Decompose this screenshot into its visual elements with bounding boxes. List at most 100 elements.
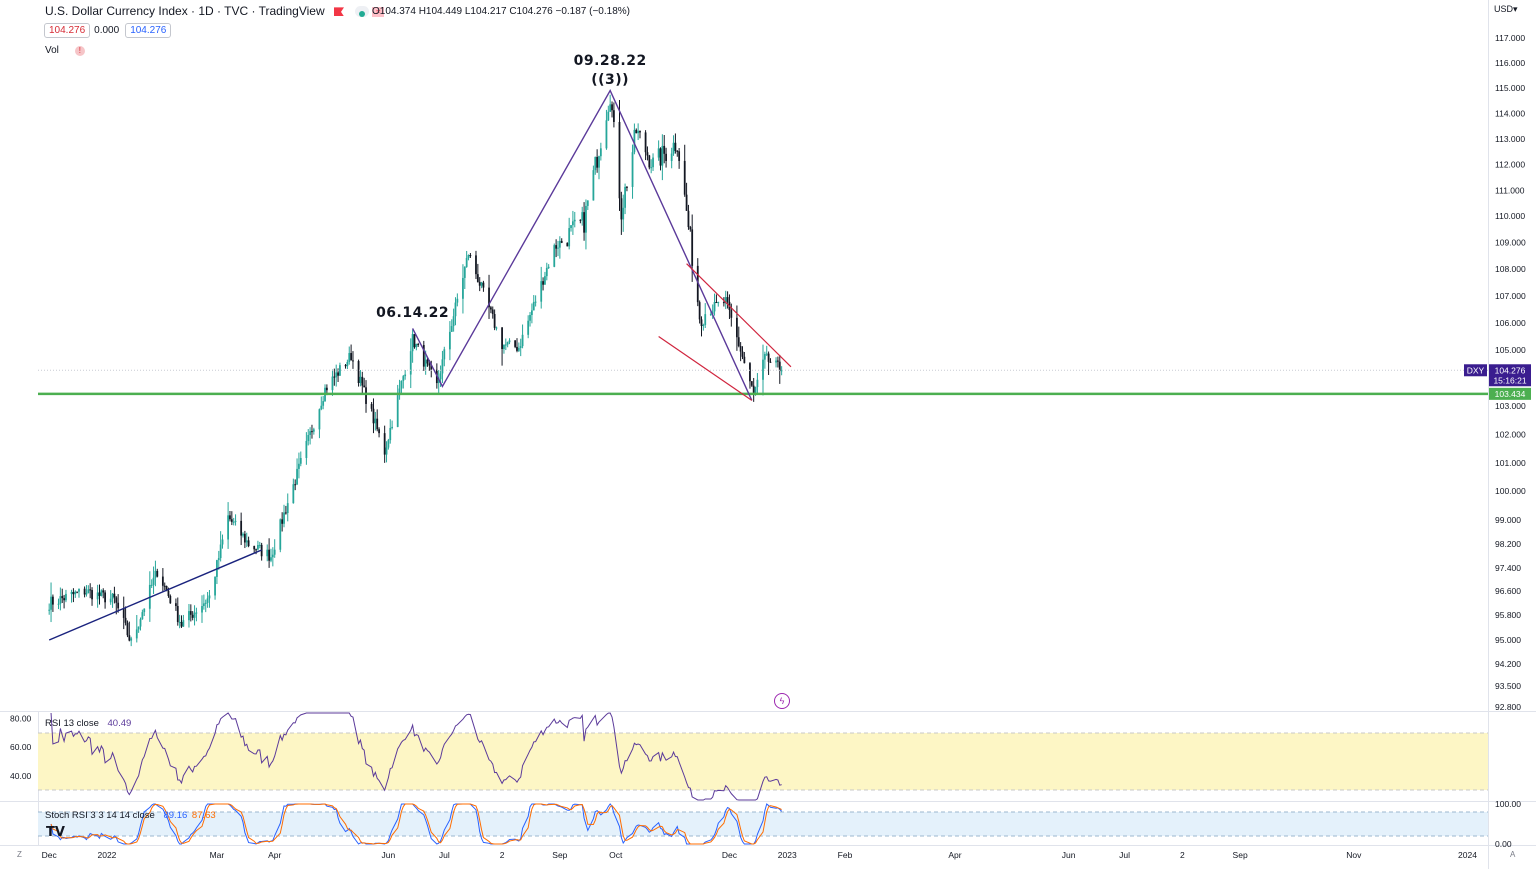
candle-body [676, 150, 679, 152]
chart-legend-title[interactable]: U.S. Dollar Currency Index · 1D · TVC · … [45, 4, 385, 18]
candle-body [279, 519, 282, 550]
candle-body [611, 104, 613, 111]
alert-icon[interactable]: ! [74, 46, 85, 56]
candle-body [504, 344, 507, 346]
candle-body [579, 219, 582, 221]
candle-body [687, 210, 690, 228]
candle-body [683, 160, 686, 195]
candle-body [150, 584, 153, 586]
candle-body [506, 342, 509, 345]
time-tick-label: Jul [1119, 850, 1130, 860]
drawings-group: 06.14.22 09.28.22 ((3)) [38, 53, 1488, 641]
symbol-tag-bg [1464, 364, 1487, 377]
currency-selector[interactable]: USD▾ [1494, 4, 1518, 15]
candle-body [661, 145, 664, 166]
volume-legend[interactable]: Vol! [45, 45, 85, 56]
candle-body [767, 353, 770, 362]
candle-body [674, 142, 677, 151]
bid-badge[interactable]: 104.276 [44, 23, 91, 38]
candle-body [182, 620, 185, 627]
candle-body [268, 549, 271, 561]
candle-body [396, 395, 399, 427]
candle-body [346, 361, 349, 367]
lightning-icon[interactable]: ϟ [774, 693, 790, 709]
candle-body [350, 353, 353, 361]
candle-body [188, 611, 190, 621]
candle-body [352, 360, 354, 362]
annotation-label: ((3)) [591, 72, 629, 88]
candle-body [508, 340, 511, 343]
candle-body [715, 302, 718, 304]
candle-body [612, 110, 615, 122]
candle-body [709, 314, 712, 316]
market-status-pill[interactable] [355, 6, 370, 18]
candle-body [359, 376, 362, 384]
candle-body [141, 612, 144, 620]
candle-body [726, 297, 729, 302]
candle-body [422, 345, 425, 367]
candle-body [52, 596, 54, 605]
candle-body [363, 385, 366, 388]
annotation-label: 06.14.22 [376, 305, 449, 321]
candle-body [620, 198, 623, 220]
stoch-k-value: 89.16 [163, 810, 188, 821]
candle-body [476, 274, 479, 282]
stoch-d-value: 87.63 [191, 810, 216, 821]
candle-body [402, 376, 405, 381]
candle-body [430, 365, 433, 370]
price-tick-label: 97.400 [1495, 563, 1521, 573]
candle-body [65, 593, 67, 601]
wave-icon[interactable]: ≈ [372, 6, 385, 17]
candle-body [389, 427, 392, 441]
candle-body [648, 155, 651, 168]
rsi-legend[interactable]: RSI 13 close 40.49 [45, 718, 131, 729]
flag-icon[interactable] [334, 7, 344, 17]
ask-badge[interactable]: 104.276 [125, 23, 172, 38]
candle-body [70, 591, 73, 594]
candle-body [501, 327, 503, 350]
candle-body [713, 302, 716, 312]
annotation-label: 09.28.22 [574, 53, 647, 69]
candle-body [111, 593, 114, 599]
candle-body [463, 266, 466, 278]
currency-label: USD [1494, 4, 1514, 14]
price-tick-label: 94.200 [1495, 659, 1521, 669]
candle-body [320, 405, 323, 410]
tradingview-logo-icon: 𝗧𝗩 [46, 824, 65, 839]
uptrend-line [48, 549, 262, 641]
rsi-tick-label: 60.00 [10, 742, 32, 752]
candle-body [596, 156, 599, 168]
stoch-legend[interactable]: Stoch RSI 3 3 14 14 close 89.16 87.63 [45, 810, 216, 821]
spread-value: 0.000 [94, 25, 120, 36]
candle-body [456, 298, 459, 303]
auto-scale-button[interactable]: A [1510, 850, 1516, 859]
candle-body [72, 591, 75, 595]
candle-body [417, 343, 420, 346]
timezone-button[interactable]: Z [17, 850, 22, 859]
price-tick-label: 93.500 [1495, 681, 1521, 691]
symbol-title[interactable]: U.S. Dollar Currency Index · 1D · TVC · … [45, 4, 325, 18]
candle-body [143, 608, 146, 613]
candle-body [128, 635, 131, 641]
candle-body [98, 592, 101, 596]
stoch-tick-label: 100.00 [1495, 799, 1521, 809]
price-tick-label: 110.000 [1495, 211, 1525, 221]
time-tick-label: 2024 [1458, 850, 1477, 860]
candle-body [469, 255, 472, 257]
candle-body [450, 326, 453, 332]
candle-body [208, 595, 211, 599]
price-tick-label: 109.000 [1495, 238, 1526, 248]
candle-body [778, 361, 781, 371]
candle-body [560, 240, 563, 243]
candle-body [452, 316, 455, 327]
price-tick-label: 98.200 [1495, 539, 1521, 549]
candle-body [542, 281, 544, 285]
stoch-d-line [50, 803, 782, 845]
candle-body [234, 520, 237, 522]
candle-body [156, 570, 159, 577]
candle-body [741, 351, 744, 357]
candle-body [462, 277, 464, 299]
candle-body [540, 281, 543, 302]
price-tick-label: 96.600 [1495, 586, 1521, 596]
